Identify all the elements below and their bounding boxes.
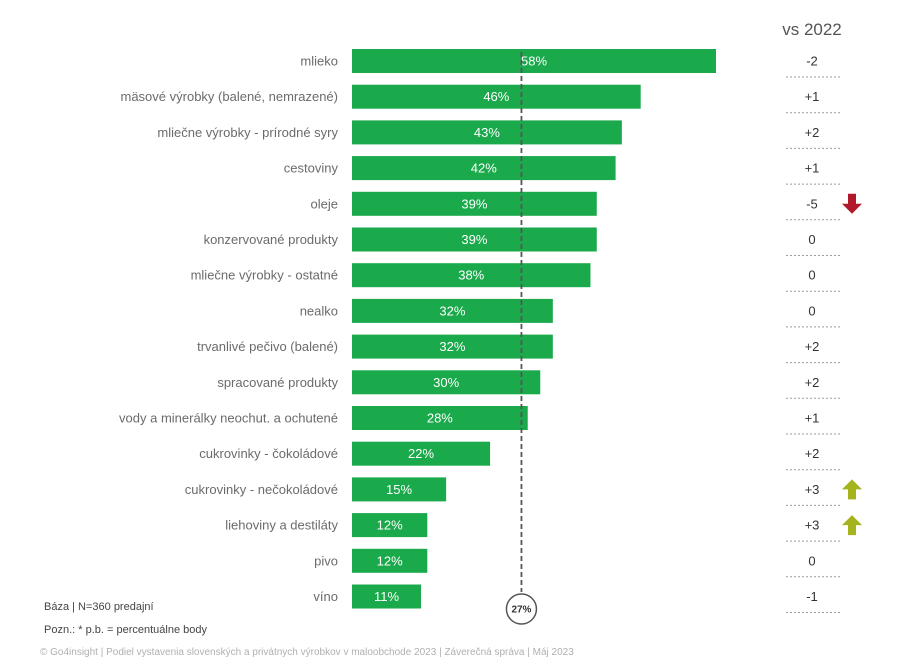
value-label: 30%: [433, 375, 459, 390]
delta-label: +3: [805, 482, 820, 497]
value-label: 38%: [458, 268, 484, 283]
value-label: 46%: [483, 89, 509, 104]
bar: [352, 370, 541, 395]
bar: [352, 441, 491, 466]
deltas-group: -2 +1 +2 +1 -5 0 0 0 +2 +2 +1 +2 +3 +3 0 -1: [786, 54, 862, 613]
delta-label: +2: [805, 339, 820, 354]
category-label: pivo: [314, 553, 338, 568]
delta-label: +2: [805, 446, 820, 461]
base-note: Báza | N=360 predajní: [44, 601, 154, 613]
category-label: mliečne výrobky - ostatné: [191, 268, 338, 283]
arrow-up-icon: [842, 515, 862, 536]
bar: [352, 191, 597, 216]
value-label: 43%: [474, 125, 500, 140]
bar: [352, 513, 428, 538]
bar: [352, 406, 528, 430]
bar: [352, 84, 641, 109]
category-label: oleje: [311, 196, 338, 211]
arrow-up-icon: [842, 479, 862, 500]
average-label: 27%: [511, 605, 531, 616]
delta-label: 0: [808, 232, 815, 247]
average-marker: 27%: [505, 52, 538, 625]
delta-label: +3: [805, 518, 820, 533]
value-label: 22%: [408, 446, 434, 461]
arrow-down-icon: [842, 193, 862, 214]
delta-label: +2: [805, 125, 820, 140]
category-label: cukrovinky - čokoládové: [199, 446, 338, 461]
category-label: víno: [313, 589, 338, 604]
bar: [352, 477, 447, 502]
value-label: 32%: [439, 339, 465, 354]
delta-label: -5: [806, 196, 818, 211]
value-label: 39%: [461, 196, 487, 211]
value-label: 11%: [374, 589, 399, 604]
category-label: trvanlivé pečivo (balené): [197, 339, 338, 354]
average-circle: [505, 593, 538, 625]
vs-2022-header: vs 2022: [782, 20, 842, 39]
category-label: konzervované produkty: [204, 232, 339, 247]
bar: [352, 334, 553, 359]
delta-label: -1: [806, 589, 818, 604]
bar: [352, 227, 597, 252]
category-label: cestoviny: [284, 161, 339, 176]
value-label: 28%: [427, 411, 453, 426]
bars-group: mlieko 58% mäsové výrobky (balené, nemraze…: [119, 49, 716, 609]
category-label: mäsové výrobky (balené, nemrazené): [121, 89, 339, 104]
value-label: 32%: [439, 303, 465, 318]
value-label: 12%: [377, 518, 403, 533]
bar: [352, 298, 553, 323]
bar: [352, 263, 591, 288]
value-label: 58%: [521, 54, 547, 69]
value-label: 12%: [377, 553, 403, 568]
category-label: nealko: [300, 303, 338, 318]
bar: [352, 156, 616, 181]
delta-label: +1: [805, 89, 820, 104]
value-label: 15%: [386, 482, 412, 497]
delta-label: +1: [805, 161, 820, 176]
remark-note: Pozn.: * p.b. = percentuálne body: [44, 624, 207, 636]
category-label: cukrovinky - nečokoládové: [185, 482, 338, 497]
category-label: spracované produkty: [217, 375, 338, 390]
category-label: mliečne výrobky - prírodné syry: [157, 125, 338, 140]
category-label: mlieko: [300, 54, 338, 69]
bar: [352, 120, 622, 145]
delta-label: 0: [808, 303, 815, 318]
value-label: 42%: [471, 161, 497, 176]
value-label: 39%: [461, 232, 487, 247]
bar: [352, 584, 422, 609]
bar: [352, 548, 428, 573]
category-label: liehoviny a destiláty: [225, 518, 338, 533]
delta-label: 0: [808, 553, 815, 568]
delta-label: 0: [808, 268, 815, 283]
delta-label: +1: [805, 411, 820, 426]
bar: [352, 49, 716, 73]
footer-text: © Go4insight | Podiel vystavenia slovens…: [40, 647, 574, 658]
delta-label: +2: [805, 375, 820, 390]
delta-label: -2: [806, 54, 818, 69]
category-label: vody a minerálky neochut. a ochutené: [119, 411, 338, 426]
